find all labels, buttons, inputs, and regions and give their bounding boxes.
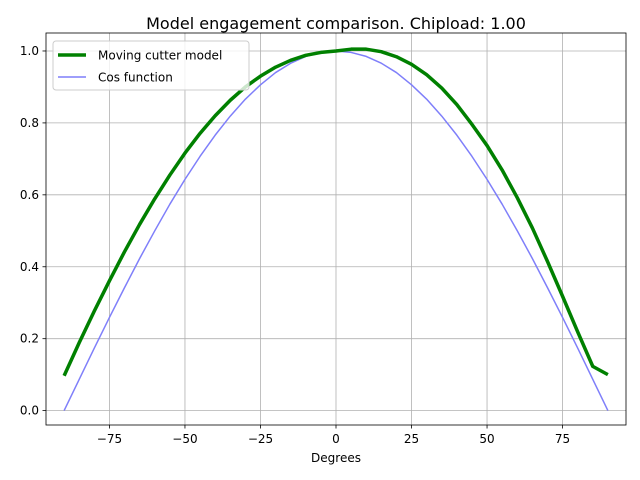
- legend: Moving cutter model Cos function: [52, 40, 250, 91]
- x-axis-label: Degrees: [311, 451, 361, 465]
- tick-layer: −75 −50 −25 0 25 50 75 0.0 0.2 0.4 0.6 0.8 1.0: [20, 44, 570, 446]
- x-tick-label: −25: [248, 432, 273, 446]
- chart-title: Model engagement comparison. Chipload: 1…: [146, 14, 526, 33]
- series-line-moving-cutter-model: [62, 47, 609, 377]
- x-tick-label: 50: [479, 432, 494, 446]
- y-tick-label: 0.4: [20, 260, 39, 274]
- y-tick-label: 0.0: [20, 404, 39, 418]
- y-tick-label: 0.6: [20, 188, 39, 202]
- legend-label-moving-cutter-model: Moving cutter model: [98, 49, 222, 63]
- series-layer: [62, 47, 609, 411]
- x-tick-label: −75: [97, 432, 122, 446]
- y-tick-label: 0.2: [20, 332, 39, 346]
- legend-label-cos-function: Cos function: [98, 71, 173, 85]
- x-tick-label: 75: [555, 432, 570, 446]
- legend-box: [52, 40, 250, 91]
- x-tick-label: 25: [404, 432, 419, 446]
- x-tick-label: 0: [332, 432, 340, 446]
- x-tick-label: −50: [172, 432, 197, 446]
- grid-layer: [46, 33, 626, 425]
- y-tick-label: 1.0: [20, 44, 39, 58]
- y-tick-label: 0.8: [20, 116, 39, 130]
